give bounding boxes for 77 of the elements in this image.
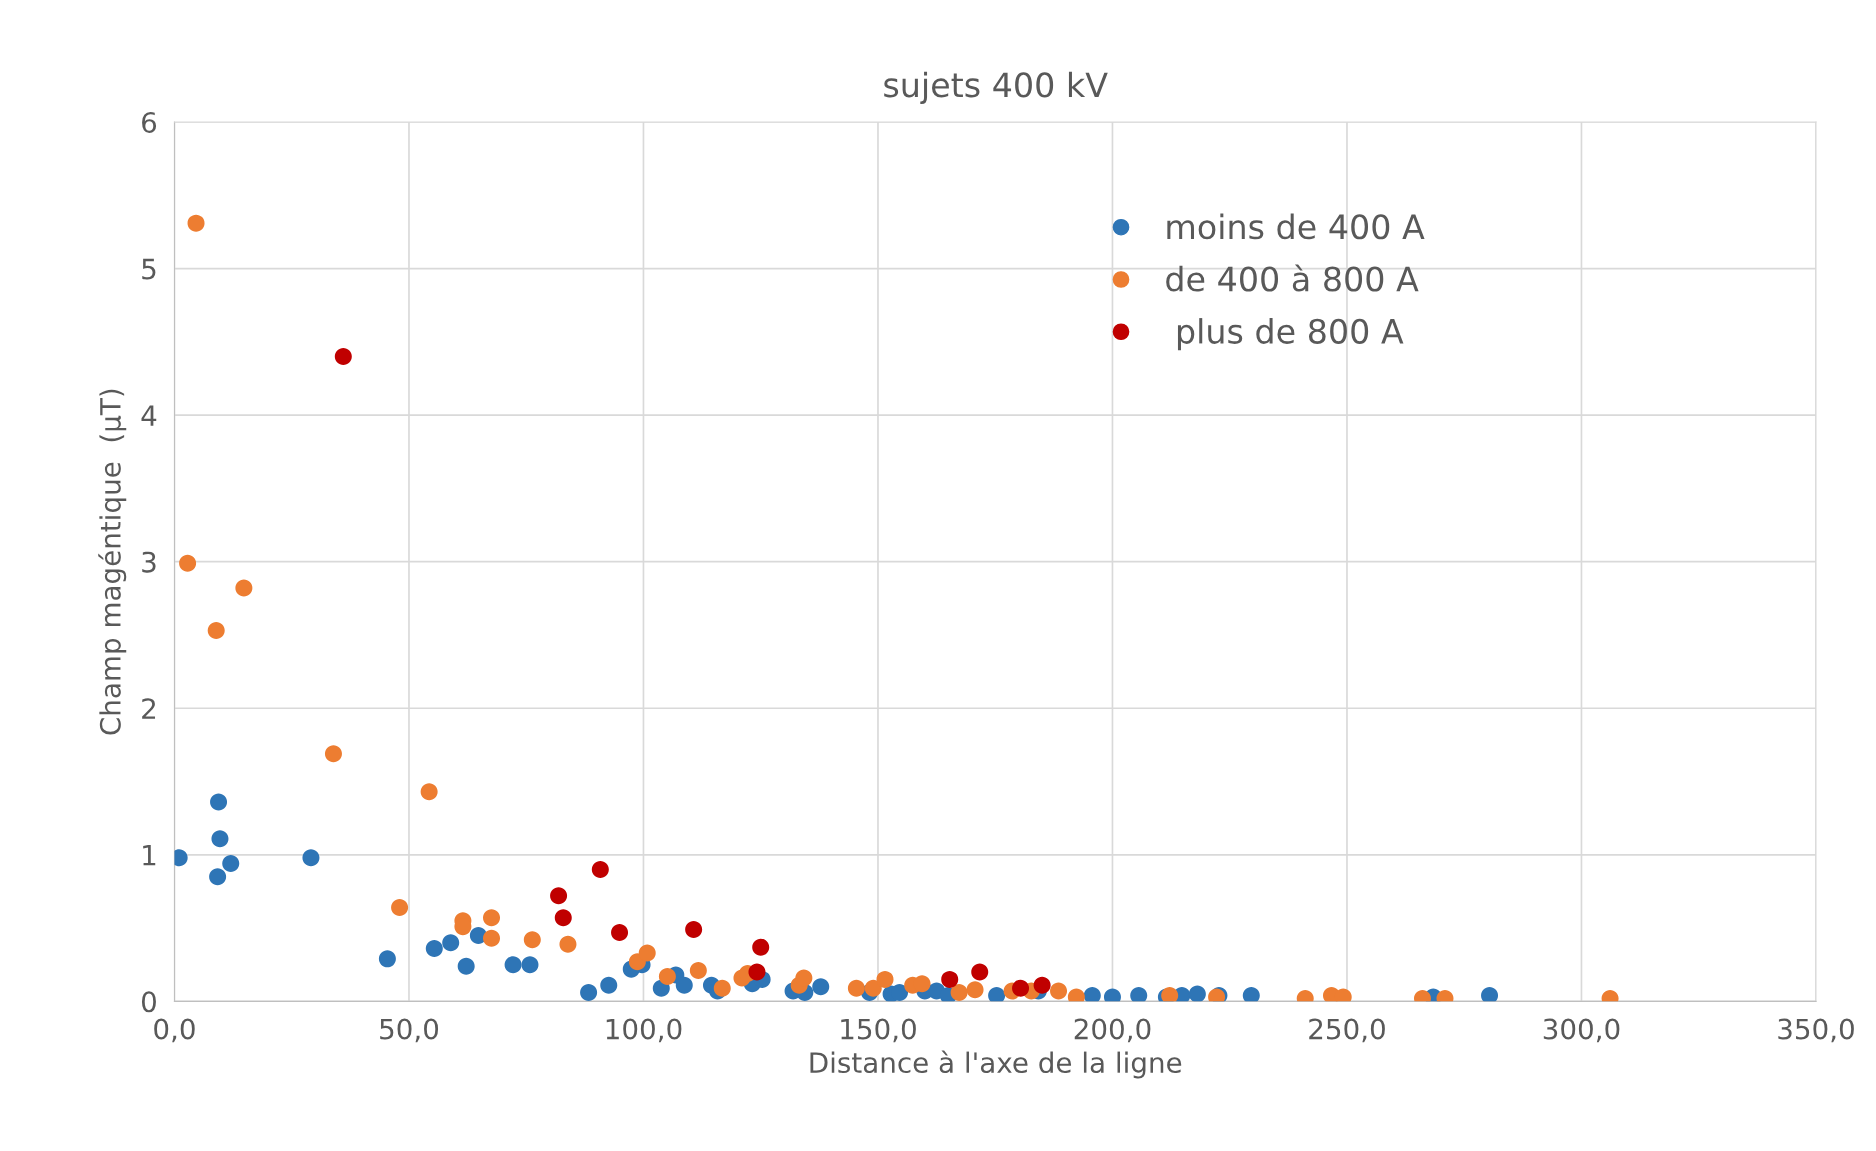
- x-tick-label: 100,0: [606, 1018, 682, 1043]
- y-tick-label: 1: [143, 845, 156, 866]
- point: [550, 887, 568, 905]
- point: [685, 921, 703, 939]
- y-tick-label: 4: [141, 405, 157, 426]
- point: [876, 970, 894, 988]
- point: [1050, 982, 1068, 1000]
- legend-label: plus de 800 A: [1177, 318, 1404, 351]
- point: [179, 554, 197, 572]
- point: [1242, 987, 1260, 1002]
- point: [950, 984, 968, 1002]
- point: [391, 899, 409, 917]
- point: [611, 923, 629, 941]
- point: [554, 909, 572, 927]
- point: [941, 970, 959, 988]
- point: [675, 976, 693, 994]
- point: [1481, 987, 1499, 1002]
- point: [600, 976, 618, 994]
- point: [207, 622, 225, 640]
- point: [988, 987, 1006, 1002]
- x-axis-title: Distance à l'axe de la ligne: [810, 1050, 1182, 1079]
- point: [971, 963, 989, 981]
- point: [1083, 987, 1101, 1002]
- point: [324, 745, 342, 763]
- legend-label: moins de 400 A: [1167, 213, 1425, 240]
- point: [457, 957, 475, 975]
- point: [334, 348, 352, 366]
- point: [483, 909, 501, 927]
- point: [302, 849, 320, 867]
- x-tick-label: 350,0: [1778, 1018, 1854, 1043]
- point: [211, 830, 229, 848]
- y-tick-label: 6: [142, 111, 157, 133]
- point: [1188, 985, 1206, 1002]
- x-tick-label: 300,0: [1543, 1018, 1620, 1043]
- point: [521, 956, 539, 974]
- point: [504, 956, 522, 974]
- chart-title: sujets 400 kV: [884, 71, 1108, 104]
- point: [235, 579, 253, 597]
- point: [483, 929, 501, 947]
- point: [795, 969, 813, 987]
- point: [752, 938, 770, 956]
- point: [1012, 979, 1030, 997]
- point: [689, 962, 707, 980]
- point: [425, 940, 443, 958]
- point: [378, 950, 396, 968]
- point: [187, 214, 205, 232]
- point: [748, 963, 766, 981]
- x-tick-label: 50,0: [380, 1018, 439, 1043]
- point: [638, 944, 656, 962]
- point: [210, 793, 228, 811]
- y-tick-label: 3: [142, 551, 156, 573]
- point: [591, 860, 609, 878]
- point: [580, 984, 598, 1002]
- y-tick-label: 0: [141, 991, 156, 1013]
- legend-label: de 400 à 800 A: [1166, 264, 1419, 292]
- point: [523, 931, 541, 949]
- x-tick-label: 200,0: [1074, 1018, 1151, 1043]
- x-tick-label: 0,0: [154, 1018, 195, 1043]
- point: [713, 979, 731, 997]
- point: [559, 935, 577, 953]
- point: [658, 967, 676, 985]
- point: [222, 855, 240, 873]
- point: [1033, 976, 1051, 994]
- point: [209, 868, 227, 886]
- point: [966, 981, 984, 999]
- point: [420, 783, 438, 801]
- x-tick-label: 150,0: [841, 1018, 916, 1043]
- point: [847, 979, 865, 997]
- point: [1161, 987, 1179, 1002]
- point: [1130, 987, 1148, 1002]
- point: [864, 979, 882, 997]
- point: [442, 934, 460, 952]
- point: [812, 978, 830, 996]
- y-tick-label: 5: [142, 258, 156, 280]
- x-tick-label: 250,0: [1309, 1018, 1385, 1043]
- y-axis-title: Champ magéntique (µT): [98, 389, 127, 735]
- y-tick-label: 2: [142, 698, 156, 719]
